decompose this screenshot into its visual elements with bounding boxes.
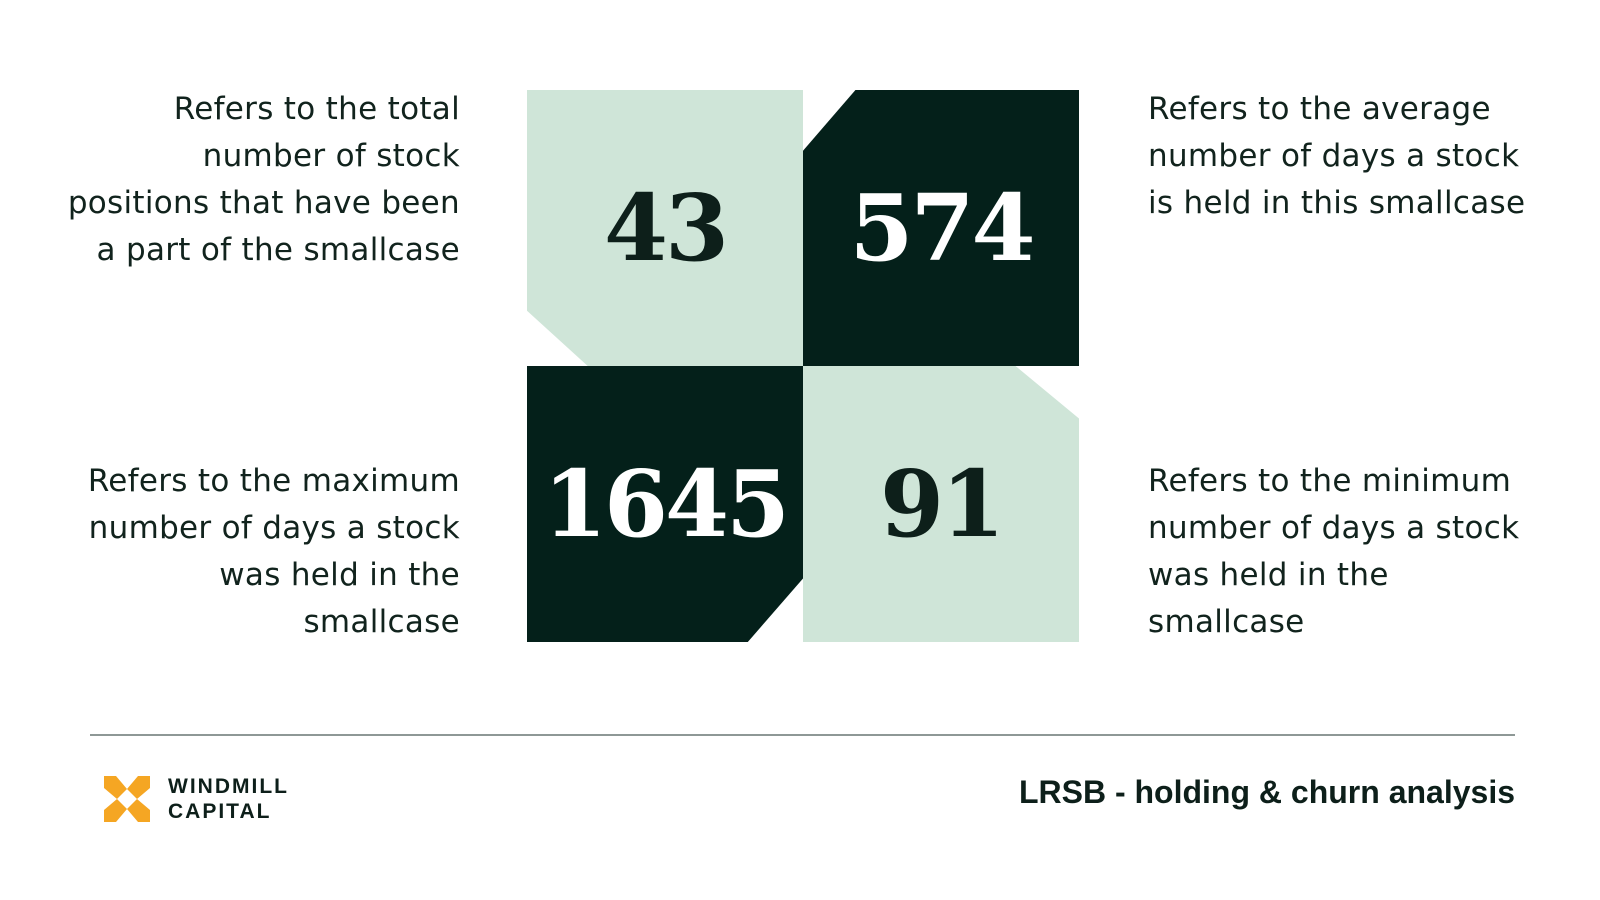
average-days-tile: 574 [803, 90, 1079, 366]
logo-line-2: CAPITAL [168, 800, 272, 823]
total-positions-tile: 43 [527, 90, 803, 366]
report-title: LRSB - holding & churn analysis [1018, 774, 1515, 810]
average-days-value: 574 [849, 174, 1035, 282]
windmill-logo-icon [104, 776, 150, 822]
maximum-days-tile: 1645 [527, 366, 803, 642]
maximum-days-description: Refers to the maximum number of days a s… [87, 463, 460, 640]
minimum-days-description: Refers to the minimum number of days a s… [1148, 463, 1520, 640]
minimum-days-tile: 91 [803, 366, 1079, 642]
windmill-capital-logo: WINDMILL CAPITAL [104, 774, 289, 824]
total-positions-description: Refers to the total number of stock posi… [67, 91, 460, 268]
minimum-days-value: 91 [879, 450, 1005, 558]
logo-line-1: WINDMILL [168, 775, 289, 798]
average-days-description: Refers to the average number of days a s… [1148, 91, 1526, 221]
logo-blades [104, 776, 150, 822]
total-positions-value: 43 [603, 174, 729, 282]
logo-wordmark: WINDMILL CAPITAL [168, 774, 289, 824]
maximum-days-value: 1645 [542, 450, 790, 558]
footer-divider [90, 734, 1515, 736]
